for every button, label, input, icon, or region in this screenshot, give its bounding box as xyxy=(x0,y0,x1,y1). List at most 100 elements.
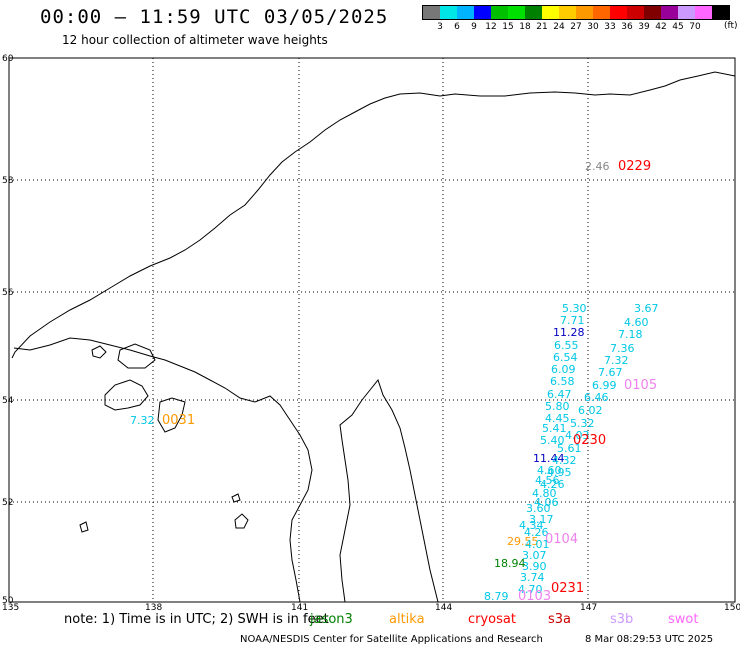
latitude-label: 60 xyxy=(2,54,14,64)
wave-height-label: 4.03 xyxy=(565,429,590,442)
legend-tick-label: 70 xyxy=(689,22,701,32)
legend-swatch xyxy=(610,6,627,19)
latitude-label: 54 xyxy=(2,396,14,406)
legend-swatch xyxy=(440,6,457,19)
wave-height-label: 7.32 xyxy=(604,354,629,367)
pass-time-label: 0031 xyxy=(162,413,195,428)
wave-height-label: 3.60 xyxy=(526,502,551,515)
legend-tick-label: 45 xyxy=(672,22,684,32)
legend-swatch xyxy=(457,6,474,19)
longitude-label: 144 xyxy=(435,603,452,613)
observation-labels: 2.46 0229 5.30 3.67 7.71 4.60 11.28 7.18 6.55 7.3… xyxy=(130,159,659,604)
wave-height-label: 4.06 xyxy=(534,496,559,509)
legend-tick-label: 6 xyxy=(454,22,460,32)
wave-height-label: 3.74 xyxy=(520,571,545,584)
legend-swatch xyxy=(474,6,491,19)
latitude-label: 56 xyxy=(2,288,14,298)
satellite-s3a-label: s3a xyxy=(548,612,572,627)
pass-time-label: 0104 xyxy=(545,532,578,547)
wave-height-label: 8.79 xyxy=(484,590,509,603)
wave-height-label: 4.01 xyxy=(525,538,550,551)
legend-swatch xyxy=(559,6,576,19)
pass-time-label: 0231 xyxy=(551,581,584,596)
longitude-label: 150 xyxy=(724,603,740,613)
coastline xyxy=(11,71,736,603)
longitude-label: 147 xyxy=(580,603,597,613)
wave-height-label: 5.30 xyxy=(562,302,587,315)
wave-height-label: 3.67 xyxy=(634,302,659,315)
wave-height-label: 4.56 xyxy=(535,474,560,487)
legend-tick-label: 27 xyxy=(570,22,582,32)
map-subtitle: 12 hour collection of altimeter wave hei… xyxy=(62,33,328,47)
wave-height-label: 11.44 xyxy=(533,452,565,465)
satellite-jason3-label: jason3 xyxy=(310,612,353,627)
legend-swatch xyxy=(525,6,542,19)
legend-tick-label: 24 xyxy=(553,22,565,32)
legend-unit: (ft) xyxy=(724,21,738,31)
wave-height-label: 4.95 xyxy=(547,466,572,479)
legend-swatch xyxy=(593,6,610,19)
map-frame xyxy=(8,57,736,603)
wave-height-label: 11.28 xyxy=(553,326,585,339)
pass-time-label: 0230 xyxy=(573,433,606,448)
longitude-label: 141 xyxy=(291,603,308,613)
wave-height-label: 7.71 xyxy=(560,314,585,327)
legend-swatch xyxy=(576,6,593,19)
legend-labels: 3 6 9 12 15 18 21 24 27 30 33 36 39 42 45 70 xyxy=(422,20,730,34)
wave-height-label: 2.46 xyxy=(585,160,610,173)
wave-height-label: 3.17 xyxy=(529,513,554,526)
legend-swatch xyxy=(678,6,695,19)
wave-height-label: 5.40 xyxy=(540,434,565,447)
satellite-swot-label: swot xyxy=(668,612,699,627)
wave-height-label: 6.54 xyxy=(553,351,578,364)
legend-tick-label: 12 xyxy=(485,22,497,32)
longitude-labels: 135 138 141 144 147 150 xyxy=(2,603,740,613)
legend-tick-label: 9 xyxy=(471,22,477,32)
wave-height-label: 6.46 xyxy=(584,391,609,404)
wave-height-label: 7.32 xyxy=(130,414,155,427)
legend-tick-label: 33 xyxy=(604,22,616,32)
satellite-s3b-label: s3b xyxy=(610,612,634,627)
wave-height-label: 29.55 xyxy=(507,535,539,548)
legend-swatch xyxy=(627,6,644,19)
latitude-labels: 60 58 56 54 52 50 xyxy=(2,54,14,606)
run-date: 8 Mar 08:29:53 UTC 2025 xyxy=(585,634,714,645)
latitude-label: 50 xyxy=(2,596,14,606)
wave-height-label: 7.67 xyxy=(598,366,623,379)
wave-height-label: 4.32 xyxy=(552,454,577,467)
map-title: 00:00 – 11:59 UTC 03/05/2025 xyxy=(40,6,389,28)
legend-swatch xyxy=(712,6,729,19)
legend-tick-label: 30 xyxy=(587,22,599,32)
wave-height-label: 5.80 xyxy=(545,400,570,413)
longitude-label: 135 xyxy=(2,603,19,613)
legend-swatch xyxy=(695,6,712,19)
credit-text: NOAA/NESDIS Center for Satellite Applica… xyxy=(240,634,543,645)
wave-height-label: 4.34 xyxy=(519,519,544,532)
wave-height-label: 3.07 xyxy=(522,549,547,562)
pass-time-label: 0229 xyxy=(618,159,651,174)
color-legend: 3 6 9 12 15 18 21 24 27 30 33 36 39 42 45 70 (ft) xyxy=(422,5,738,34)
legend-tick-label: 39 xyxy=(638,22,650,32)
latitude-label: 52 xyxy=(2,498,13,508)
wave-height-label: 4.60 xyxy=(624,316,649,329)
legend-swatch xyxy=(644,6,661,19)
graticule xyxy=(9,58,735,602)
legend-swatch xyxy=(423,6,440,19)
wave-height-label: 5.41 xyxy=(542,422,567,435)
footer-note: note: 1) Time is in UTC; 2) SWH is in fe… xyxy=(64,612,329,627)
wave-height-label: 18.94 xyxy=(494,557,526,570)
wave-height-label: 6.02 xyxy=(578,404,603,417)
legend-swatch xyxy=(661,6,678,19)
legend-swatch xyxy=(508,6,525,19)
wave-height-label: 7.18 xyxy=(618,328,643,341)
wave-height-label: 5.61 xyxy=(557,442,582,455)
wave-height-label: 6.58 xyxy=(550,375,575,388)
wave-height-label: 4.45 xyxy=(545,412,570,425)
wave-height-label: 6.99 xyxy=(592,379,617,392)
legend-swatch xyxy=(491,6,508,19)
wave-height-label: 4.26 xyxy=(540,478,565,491)
legend-tick-label: 36 xyxy=(621,22,633,32)
satellite-cryosat-label: cryosat xyxy=(468,612,516,627)
legend-tick-label: 42 xyxy=(655,22,667,32)
